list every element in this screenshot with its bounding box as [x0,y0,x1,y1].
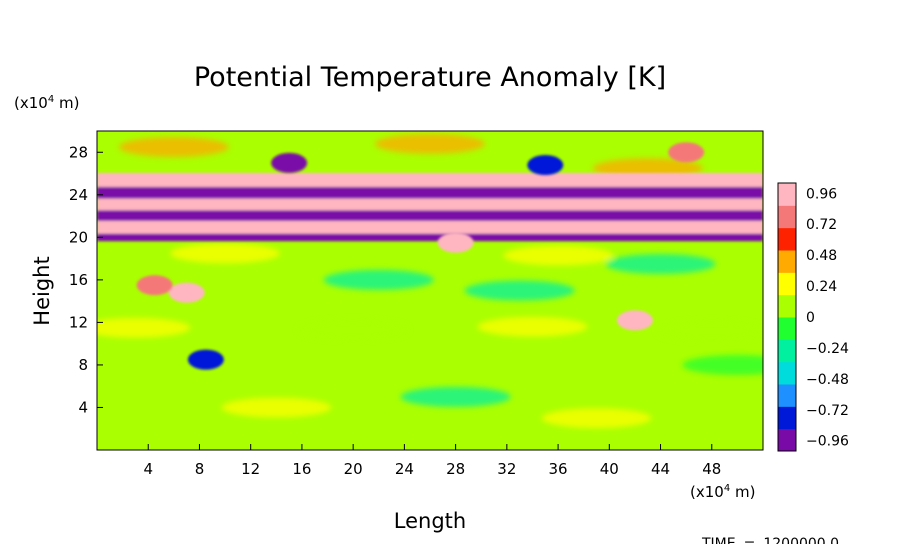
colorbar-swatch-3 [778,361,796,385]
anomaly-band-3 [97,196,763,211]
x-tick-label-8: 36 [549,460,568,478]
y-axis: 4 8 12 16 20 24 28 [69,143,103,416]
colorbar-swatch-2 [778,384,796,407]
colorbar-swatch-6 [778,294,796,318]
x-unit-label: (x104 m) [690,483,755,501]
anomaly-feature-7 [527,155,564,176]
colorbar-label-1: 0.72 [806,217,837,233]
field-texture [97,133,763,429]
colorbar-frame [777,182,797,452]
colorbar-swatch-11 [778,183,796,206]
anomaly-band-2 [97,206,763,221]
anomaly-band-4 [97,184,763,199]
colorbar-swatch-10 [778,205,796,229]
colorbar-swatch-9 [778,227,796,251]
colorbar-swatch-1 [778,406,796,430]
anomaly-feature-3 [616,310,653,331]
colorbar-label-0: 0.96 [806,186,837,202]
field-texture-patch-11 [118,136,229,157]
heatmap-field [97,131,763,450]
y-tick-label-0: 4 [78,398,88,416]
y-tick-label-2: 12 [69,313,88,331]
x-tick-label-7: 32 [497,460,516,478]
field-texture-patch-9 [221,397,332,418]
y-tick-label-3: 16 [69,271,88,289]
field-texture-patch-1 [298,319,409,340]
colorbar-label-4: 0 [806,310,815,326]
field-texture-patch-4 [323,269,434,290]
field-texture-patch-12 [375,133,485,154]
y-unit-label: (x104 m) [14,94,79,112]
anomaly-band-5 [97,172,763,187]
colorbar-label-7: −0.72 [806,403,849,419]
anomaly-features [136,142,705,370]
colorbar-swatch-7 [778,272,796,296]
field-texture-patch-3 [656,320,763,341]
y-axis-label: Height [30,256,54,325]
x-tick-label-6: 28 [446,460,465,478]
y-tick-label-4: 20 [69,228,88,246]
colorbar-label-6: −0.48 [806,372,849,388]
colorbar-swatch-0 [778,428,796,452]
anomaly-bands [97,172,763,242]
x-tick-label-2: 12 [241,460,260,478]
x-tick-label-3: 16 [292,460,311,478]
field-texture-patch-0 [97,317,191,338]
y-tick-label-1: 8 [78,356,88,374]
x-tick-label-5: 24 [395,460,414,478]
field-texture-patch-15 [503,245,614,266]
anomaly-feature-4 [668,142,705,163]
anomaly-feature-6 [271,152,308,173]
colorbar: 0.96 0.72 0.48 0.24 0 −0.24 −0.48 −0.72 −0.96 [777,182,849,452]
field-texture-patch-5 [464,280,575,301]
y-tick-label-5: 24 [69,186,88,204]
time-readout: TIME = 1200000.0 [701,536,839,544]
x-tick-label-9: 40 [600,460,619,478]
chart-title: Potential Temperature Anomaly [K] [194,62,666,93]
x-tick-label-0: 4 [143,460,153,478]
colorbar-swatch-4 [778,339,796,363]
field-texture-patch-10 [541,408,652,429]
x-axis: 4 8 12 16 20 24 28 32 36 40 44 48 [143,444,721,478]
plot-frame [96,130,764,451]
x-tick-label-11: 48 [702,460,721,478]
x-tick-label-1: 8 [195,460,205,478]
x-axis-label: Length [394,509,466,533]
colorbar-swatch-8 [778,250,796,273]
y-tick-label-6: 28 [69,143,88,161]
anomaly-feature-0 [168,282,205,303]
field-texture-patch-8 [682,354,763,375]
field-texture-patch-6 [605,253,716,274]
x-tick-label-10: 44 [651,460,670,478]
colorbar-label-8: −0.96 [806,434,849,450]
field-texture-patch-2 [477,316,588,337]
field-texture-patch-14 [170,243,281,264]
anomaly-feature-2 [437,232,474,253]
colorbar-label-2: 0.48 [806,248,837,264]
colorbar-swatch-5 [778,317,796,340]
anomaly-feature-1 [136,275,173,296]
field-texture-patch-7 [400,386,511,407]
colorbar-label-3: 0.24 [806,279,837,295]
colorbar-label-5: −0.24 [806,341,849,357]
anomaly-band-1 [97,219,763,234]
x-tick-label-4: 20 [344,460,363,478]
anomaly-feature-5 [187,349,224,370]
